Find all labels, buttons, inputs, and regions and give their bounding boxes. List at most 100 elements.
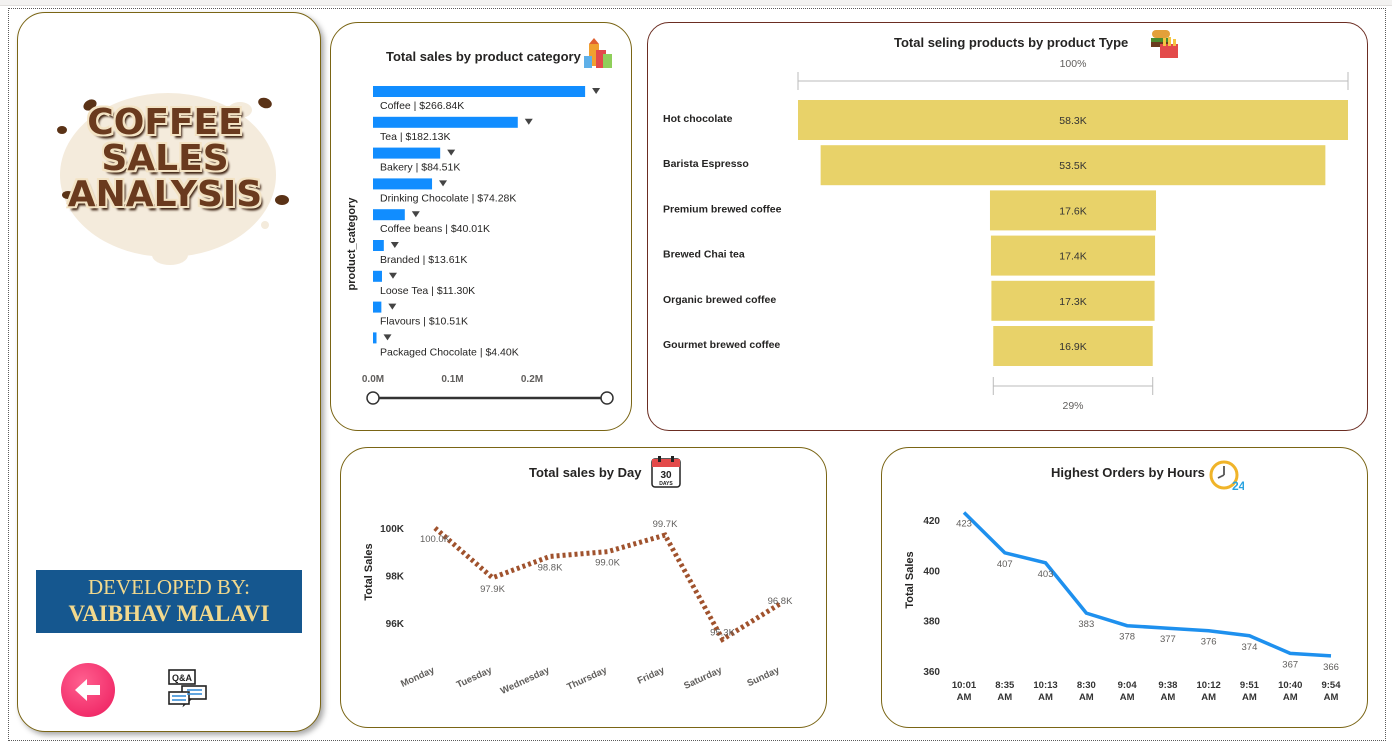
data-label: 95.3K bbox=[710, 627, 735, 638]
funnel-bar[interactable] bbox=[993, 326, 1153, 366]
developer-credit: DEVELOPED BY: VAIBHAV MALAVI bbox=[36, 570, 302, 633]
drill-down-icon[interactable] bbox=[439, 180, 448, 187]
category-bar[interactable] bbox=[373, 86, 586, 97]
coffee-sales-analysis-logo: COFFEE SALES ANALYSIS bbox=[50, 75, 295, 270]
x-tick-label: AM bbox=[1038, 692, 1053, 703]
category-bar[interactable] bbox=[373, 116, 518, 128]
window-top-bar bbox=[0, 0, 1392, 6]
x-tick-label: AM bbox=[1283, 692, 1298, 703]
calendar-icon: 30 DAYS bbox=[651, 456, 681, 488]
data-label: 407 bbox=[997, 559, 1013, 570]
category-bar[interactable] bbox=[373, 209, 405, 221]
drill-down-icon[interactable] bbox=[388, 272, 397, 279]
data-label: 99.0K bbox=[595, 558, 620, 569]
drill-down-icon[interactable] bbox=[388, 303, 397, 310]
category-bar[interactable] bbox=[373, 147, 441, 159]
x-tick-label: AM bbox=[1324, 692, 1339, 703]
funnel-category-label: Hot chocolate bbox=[663, 113, 733, 125]
y-tick-label: 380 bbox=[923, 617, 940, 628]
category-bar-label: Drinking Chocolate | $74.28K bbox=[380, 192, 516, 204]
y-tick-label: 98K bbox=[386, 571, 405, 582]
x-tick-label: 8:35 bbox=[995, 680, 1015, 691]
clock-24-icon: 24 bbox=[1209, 460, 1244, 492]
data-label: 374 bbox=[1242, 642, 1258, 653]
sales-by-day-title: Total sales by Day bbox=[529, 465, 642, 480]
funnel-value-label: 17.4K bbox=[1059, 251, 1086, 263]
y-tick-label: 360 bbox=[923, 667, 940, 678]
data-label: 100.0K bbox=[420, 534, 451, 545]
funnel-bar[interactable] bbox=[820, 145, 1326, 186]
orders-by-hours-card bbox=[881, 447, 1368, 728]
drill-down-icon[interactable] bbox=[390, 242, 399, 248]
svg-text:DAYS: DAYS bbox=[659, 481, 673, 487]
range-slider-max-handle[interactable] bbox=[600, 391, 614, 405]
x-tick-label: AM bbox=[1201, 692, 1216, 703]
category-bar-label: Tea | $182.13K bbox=[380, 131, 450, 143]
product-type-title: Total seling products by product Type bbox=[894, 35, 1129, 50]
category-chart-title: Total sales by product category bbox=[386, 49, 581, 64]
category-bar[interactable] bbox=[373, 240, 384, 251]
funnel-category-label: Barista Espresso bbox=[663, 158, 749, 170]
x-tick-label: Friday bbox=[636, 664, 667, 686]
fast-food-icon bbox=[1151, 30, 1178, 58]
x-tick-label: AM bbox=[1242, 692, 1257, 703]
x-tick-label: Tuesday bbox=[455, 664, 495, 690]
funnel-bar[interactable] bbox=[989, 190, 1157, 231]
qa-icon: Q&A bbox=[168, 669, 207, 708]
drill-down-icon[interactable] bbox=[411, 211, 420, 218]
x-tick-label: 9:04 bbox=[1118, 680, 1138, 691]
day-axis-title: Total Sales bbox=[363, 543, 375, 600]
range-slider-min-handle[interactable] bbox=[366, 391, 380, 405]
x-tick-label: 10:13 bbox=[1033, 680, 1057, 691]
drill-down-icon[interactable] bbox=[592, 88, 601, 94]
drill-down-icon[interactable] bbox=[447, 149, 456, 156]
funnel-value-label: 58.3K bbox=[1059, 115, 1086, 127]
funnel-value-label: 53.5K bbox=[1059, 160, 1086, 172]
category-bar-label: Packaged Chocolate | $4.40K bbox=[380, 346, 519, 358]
data-label: 378 bbox=[1119, 632, 1135, 643]
funnel-value-label: 17.6K bbox=[1059, 205, 1086, 217]
funnel-value-label: 17.3K bbox=[1059, 296, 1086, 308]
developer-name: VAIBHAV MALAVI bbox=[68, 601, 270, 626]
data-label: 403 bbox=[1038, 569, 1054, 580]
data-label: 99.7K bbox=[653, 519, 678, 530]
category-bar-label: Branded | $13.61K bbox=[380, 254, 467, 266]
category-bar[interactable] bbox=[373, 178, 433, 190]
svg-text:30: 30 bbox=[660, 470, 672, 481]
funnel-top-percent: 100% bbox=[1060, 58, 1087, 70]
data-label: 376 bbox=[1201, 637, 1217, 648]
x-tick-label: 8:30 bbox=[1077, 680, 1096, 691]
day-sales-line bbox=[433, 526, 782, 643]
funnel-value-label: 16.9K bbox=[1059, 341, 1086, 353]
product-type-funnel: 100% 58.3K Hot chocolate 53.5K Barista Espr… bbox=[663, 58, 1349, 412]
x-tick-label: AM bbox=[1079, 692, 1094, 703]
category-bar[interactable] bbox=[373, 301, 382, 313]
x-tick-label: AM bbox=[1120, 692, 1135, 703]
back-button[interactable] bbox=[61, 663, 115, 717]
x-tick-label: 10:01 bbox=[952, 680, 977, 691]
x-tick-label: AM bbox=[957, 692, 972, 703]
funnel-bar[interactable] bbox=[798, 100, 1348, 140]
x-tick-label: Monday bbox=[399, 664, 437, 689]
funnel-category-label: Brewed Chai tea bbox=[663, 249, 745, 261]
drill-down-icon[interactable] bbox=[383, 334, 392, 341]
x-tick-label: Thursday bbox=[565, 664, 609, 692]
category-axis-title: product_category bbox=[346, 197, 358, 291]
funnel-bar[interactable] bbox=[991, 280, 1155, 321]
data-label: 98.8K bbox=[538, 562, 563, 573]
category-bar-label: Coffee | $266.84K bbox=[380, 100, 464, 112]
x-tick-label: 9:51 bbox=[1240, 680, 1260, 691]
qa-button[interactable]: Q&A bbox=[166, 668, 210, 708]
data-label: 96.8K bbox=[768, 596, 793, 607]
sales-by-day-chart: Total Sales 100K 98K 96K 100.0K 97.9K 98.8K 9… bbox=[363, 519, 793, 697]
svg-text:24: 24 bbox=[1232, 479, 1244, 492]
drill-down-icon[interactable] bbox=[524, 118, 533, 125]
category-bar-label: Flavours | $10.51K bbox=[380, 316, 468, 328]
canvas-border bbox=[8, 8, 1386, 741]
y-tick-label: 96K bbox=[386, 619, 405, 630]
funnel-bar[interactable] bbox=[990, 235, 1156, 276]
category-bar[interactable] bbox=[373, 270, 382, 282]
category-bar-chart: product_category Coffee | $266.84K Tea | … bbox=[346, 86, 614, 405]
category-bar[interactable] bbox=[373, 332, 377, 344]
svg-text:Q&A: Q&A bbox=[172, 673, 193, 683]
